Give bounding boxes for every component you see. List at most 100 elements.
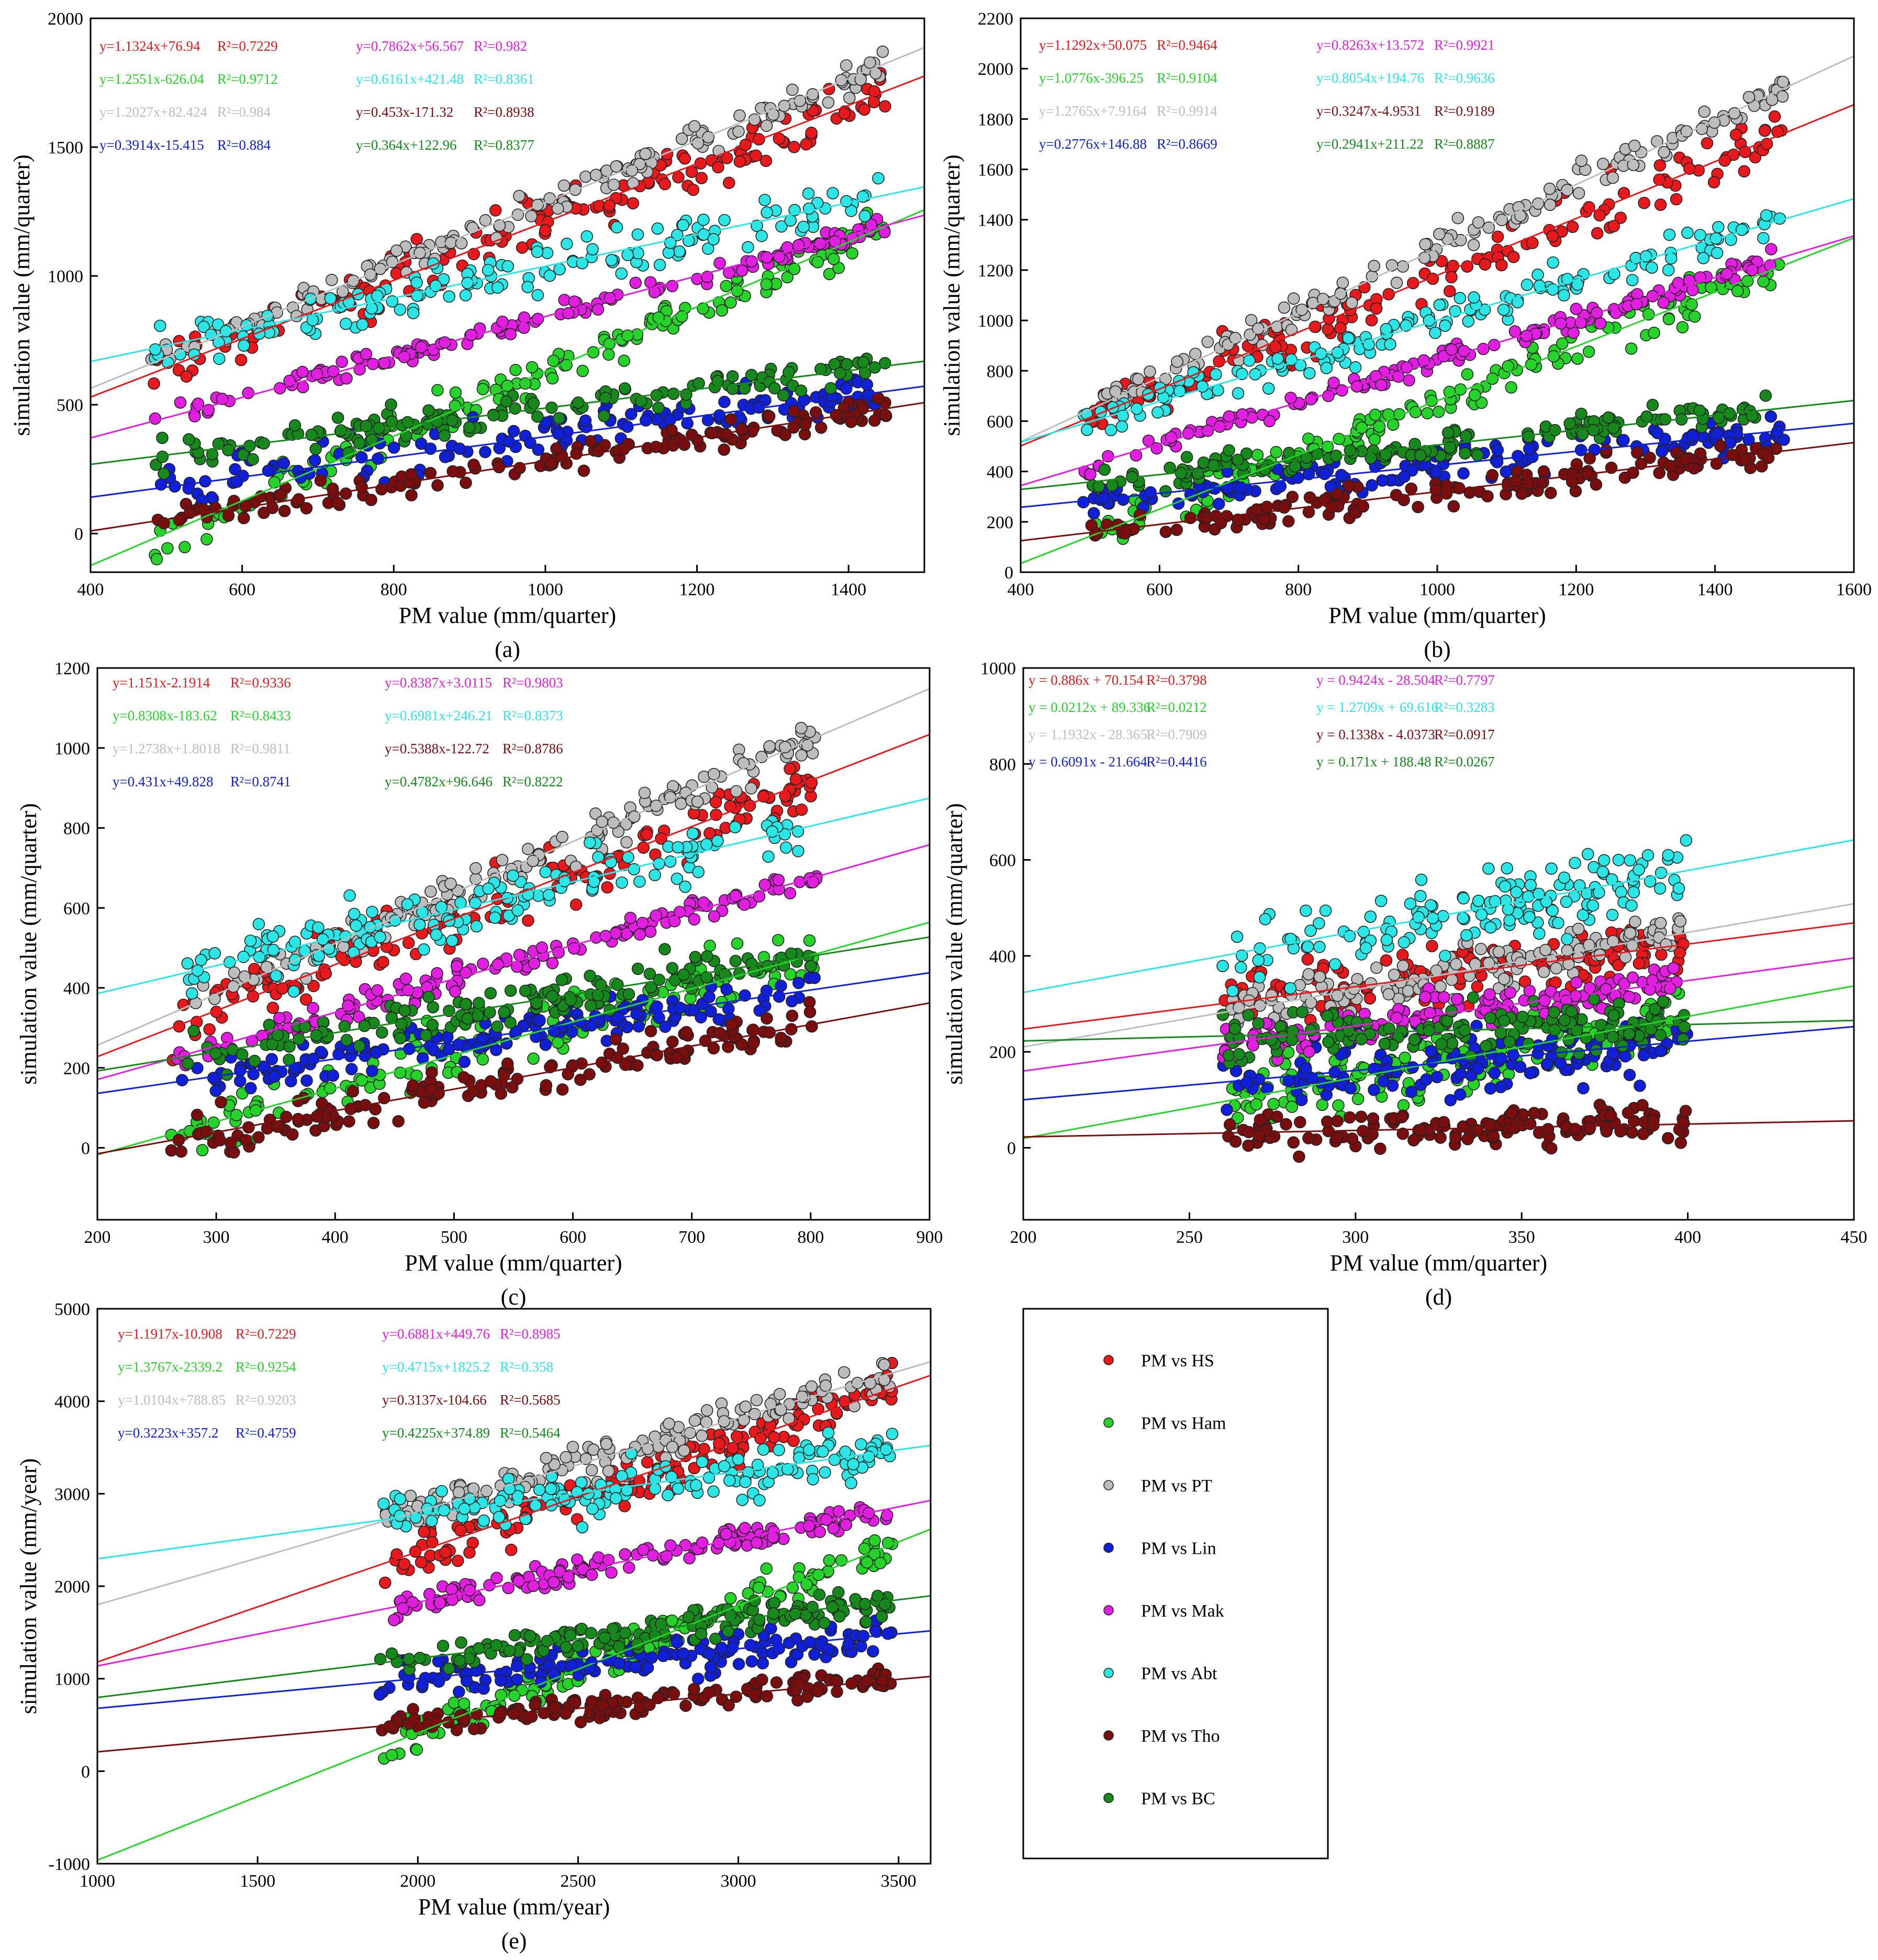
data-point [828,358,841,371]
data-point [1293,1150,1305,1163]
data-point [470,862,482,875]
data-point [1419,990,1432,1004]
data-point [666,1035,679,1048]
data-point [489,204,502,217]
regression-equation: y=0.8054x+194.76 [1316,70,1424,86]
data-point [265,1053,278,1065]
data-point [1258,513,1271,526]
data-point [745,782,757,795]
data-point [470,920,483,933]
data-point [561,237,573,250]
chart-panel-a: 400 600 800 1000 1200 14000500100015002000PM … [9,9,925,662]
data-point [579,170,592,183]
data-point [1234,481,1247,494]
data-point [872,392,885,405]
fit-line-bc [91,360,924,465]
data-point [867,96,880,108]
data-point [786,83,799,96]
data-point [547,354,560,368]
data-point [700,971,713,984]
data-point [1524,878,1537,892]
data-point [350,919,363,932]
data-point [1236,408,1249,421]
data-point [1689,310,1701,323]
data-point [1472,895,1485,907]
data-point [1483,988,1496,1001]
data-point [248,963,261,975]
data-point [677,219,689,231]
data-point [212,437,225,450]
data-point [688,913,701,926]
y-axis-label: simulation value (mm/quarter) [16,803,41,1085]
data-point [1575,407,1588,420]
data-point [591,303,605,316]
data-point [1697,252,1710,264]
y-tick-label: 2000 [978,60,1013,79]
data-point [705,1005,717,1018]
data-point [682,235,695,247]
data-point [1302,1132,1315,1144]
data-point [775,220,788,233]
data-point [339,317,352,330]
fit-line-abt [91,186,924,362]
data-point [504,328,517,341]
data-point [708,910,721,923]
data-point [1711,247,1724,260]
data-point [709,796,722,809]
data-point [1454,292,1467,305]
data-point [722,1003,735,1015]
data-point [215,1096,227,1109]
data-point [872,172,885,185]
data-point [1544,198,1557,211]
data-point [1398,936,1411,949]
data-point [1443,285,1456,298]
data-point [1484,921,1497,934]
data-point [596,816,608,828]
fit-line-mak [97,844,930,1081]
data-point [1667,962,1680,975]
regression-equation: y=0.2941x+211.22 [1316,136,1424,152]
data-point [247,453,259,466]
data-point [277,457,290,470]
data-point [695,1011,707,1024]
data-point [1541,1057,1554,1071]
data-point [374,931,386,943]
data-point [1560,895,1573,908]
data-point [552,202,564,215]
data-point [1242,1139,1255,1152]
data-point [535,941,549,954]
data-point [1563,417,1576,430]
data-point [1491,230,1504,243]
data-point [1280,1118,1292,1131]
data-point [651,222,664,235]
data-point [1232,387,1245,400]
data-point [773,990,786,1003]
x-tick-label: 400 [77,580,104,599]
data-point [1412,500,1424,514]
data-point [1507,250,1520,263]
data-point [1550,962,1562,975]
data-point [1502,903,1515,916]
data-point [803,934,816,947]
data-point [1117,493,1130,506]
data-point [785,947,798,960]
data-point [695,172,708,184]
x-tick-label: 900 [916,1228,943,1247]
data-point [592,444,605,458]
data-point [501,260,515,273]
data-point [1467,991,1480,1004]
data-point [222,509,235,522]
data-point [181,957,194,970]
data-point [1398,470,1411,483]
data-point [149,412,162,425]
data-point [1561,933,1573,945]
data-point [1593,886,1605,899]
data-point [673,245,686,258]
data-point [550,442,563,455]
data-point [472,1009,484,1022]
data-point [1514,956,1527,969]
data-point [625,408,638,420]
data-point [539,224,552,237]
y-tick-label: 1000 [48,267,83,286]
data-point [1437,1116,1450,1129]
